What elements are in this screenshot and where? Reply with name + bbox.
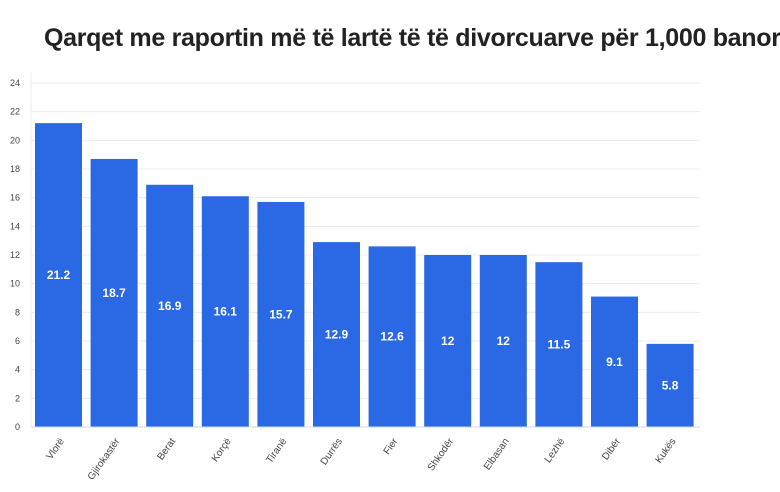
- x-tick-label: Korçë: [210, 436, 234, 464]
- x-tick-label: Vlorë: [45, 436, 68, 462]
- data-label: 18.7: [102, 286, 126, 300]
- bar: [535, 262, 583, 427]
- bar: [146, 184, 194, 427]
- chart-title: Qarqet me raportin më të lartë të të div…: [44, 24, 780, 52]
- x-tick-label: Shkodër: [426, 436, 457, 473]
- data-label: 16.9: [158, 299, 182, 313]
- data-label: 11.5: [548, 338, 571, 352]
- x-tick-label: Gjirokastër: [86, 436, 123, 482]
- data-label: 12: [441, 334, 455, 348]
- data-label: 12.9: [325, 328, 349, 342]
- y-tick-label: 24: [10, 78, 20, 88]
- data-label: 12: [497, 334, 511, 348]
- x-tick-label: Dibër: [600, 436, 623, 462]
- data-label: 15.7: [269, 307, 293, 321]
- bar: [201, 196, 249, 427]
- y-tick-label: 12: [10, 250, 20, 260]
- bar: [479, 255, 527, 427]
- y-tick-label: 20: [10, 135, 20, 145]
- bar: [313, 242, 360, 427]
- data-label: 5.8: [662, 378, 679, 392]
- y-tick-label: 8: [15, 307, 20, 317]
- data-label: 12.6: [380, 330, 404, 344]
- bar: [591, 296, 638, 427]
- y-tick-label: 16: [10, 193, 20, 203]
- data-label: 16.1: [214, 305, 238, 319]
- bar: [646, 343, 694, 427]
- y-tick-label: 22: [10, 107, 20, 117]
- x-tick-label: Durrës: [319, 436, 345, 467]
- x-tick-label: Berat: [155, 436, 178, 462]
- bar: [35, 123, 82, 427]
- y-tick-label: 18: [10, 164, 20, 174]
- y-tick-label: 4: [15, 365, 20, 375]
- bar: [424, 255, 472, 427]
- bar: [257, 201, 305, 427]
- x-tick-label: Fier: [382, 436, 401, 457]
- data-label: 21.2: [47, 268, 71, 282]
- x-tick-label: Tiranë: [264, 436, 289, 466]
- y-tick-label: 14: [10, 221, 20, 231]
- x-tick-label: Lezhë: [543, 436, 568, 465]
- y-tick-label: 0: [15, 422, 20, 432]
- data-label: 9.1: [606, 355, 623, 369]
- x-tick-label: Elbasan: [482, 436, 512, 472]
- x-tick-label: Kukës: [654, 436, 679, 465]
- y-tick-label: 6: [15, 336, 20, 346]
- bar: [90, 158, 138, 427]
- y-tick-label: 2: [15, 393, 20, 403]
- bar: [368, 246, 416, 427]
- y-tick-label: 10: [10, 279, 20, 289]
